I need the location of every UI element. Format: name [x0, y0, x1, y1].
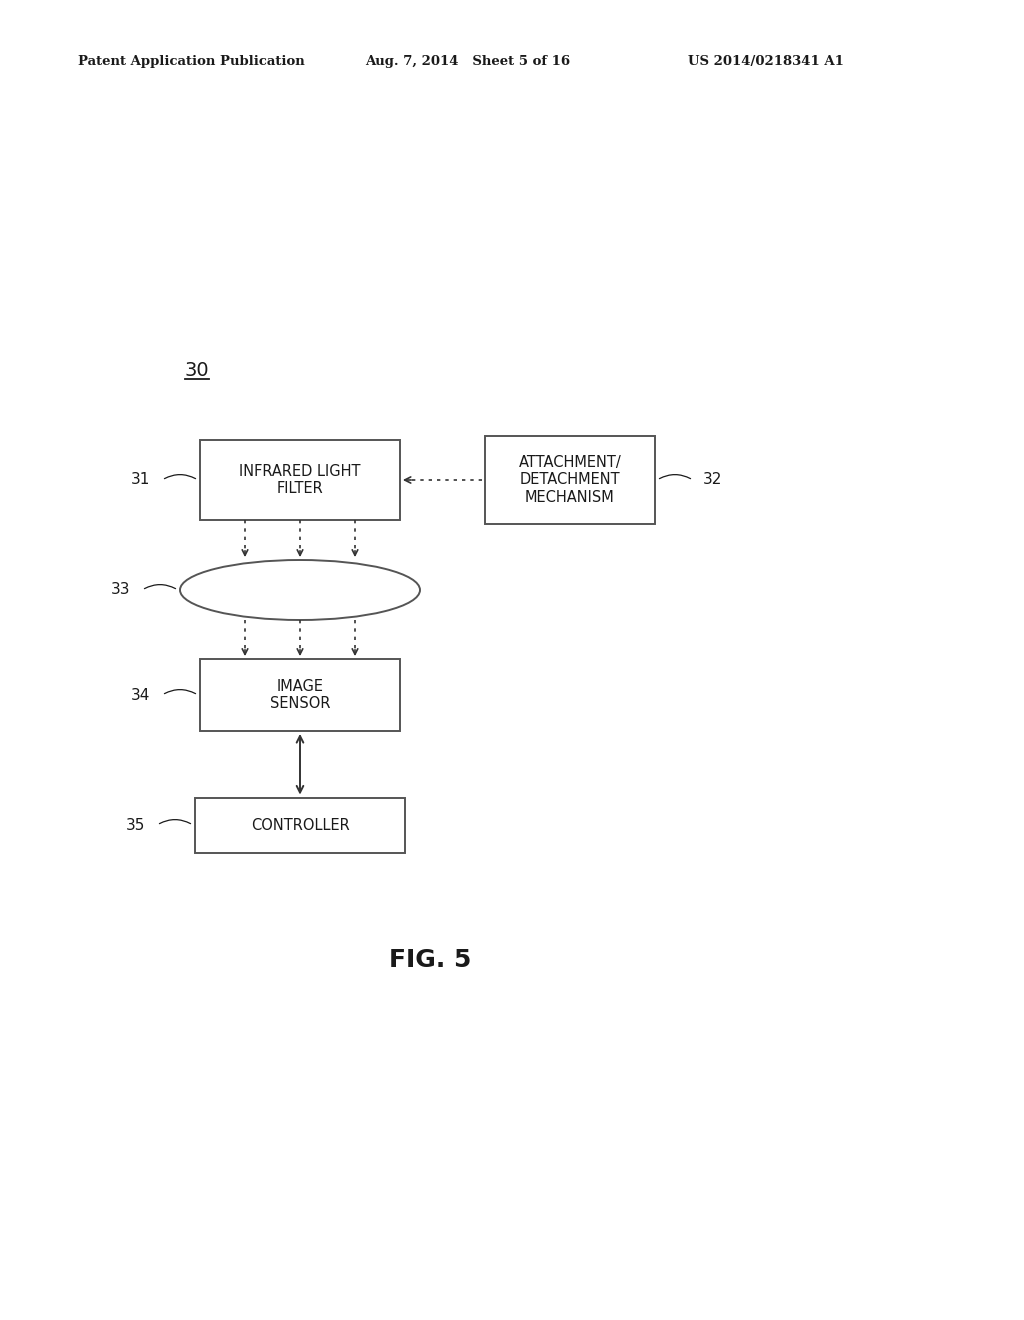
Bar	[200, 440, 400, 520]
Text: INFRARED LIGHT
FILTER: INFRARED LIGHT FILTER	[240, 463, 360, 496]
Text: 33: 33	[111, 582, 130, 598]
Text: 34: 34	[131, 688, 150, 702]
Text: 30: 30	[185, 360, 210, 380]
Text: IMAGE
SENSOR: IMAGE SENSOR	[269, 678, 331, 711]
Text: US 2014/0218341 A1: US 2014/0218341 A1	[688, 55, 844, 69]
Text: Patent Application Publication: Patent Application Publication	[78, 55, 305, 69]
Text: 35: 35	[126, 817, 145, 833]
Text: 31: 31	[131, 473, 150, 487]
Text: 32: 32	[703, 473, 722, 487]
Text: Aug. 7, 2014   Sheet 5 of 16: Aug. 7, 2014 Sheet 5 of 16	[365, 55, 570, 69]
Bar	[195, 797, 406, 853]
Text: FIG. 5: FIG. 5	[389, 948, 471, 972]
Text: CONTROLLER: CONTROLLER	[251, 817, 349, 833]
Ellipse shape	[180, 560, 420, 620]
Text: ATTACHMENT/
DETACHMENT
MECHANISM: ATTACHMENT/ DETACHMENT MECHANISM	[518, 455, 622, 504]
Bar	[200, 659, 400, 731]
Bar	[485, 436, 655, 524]
